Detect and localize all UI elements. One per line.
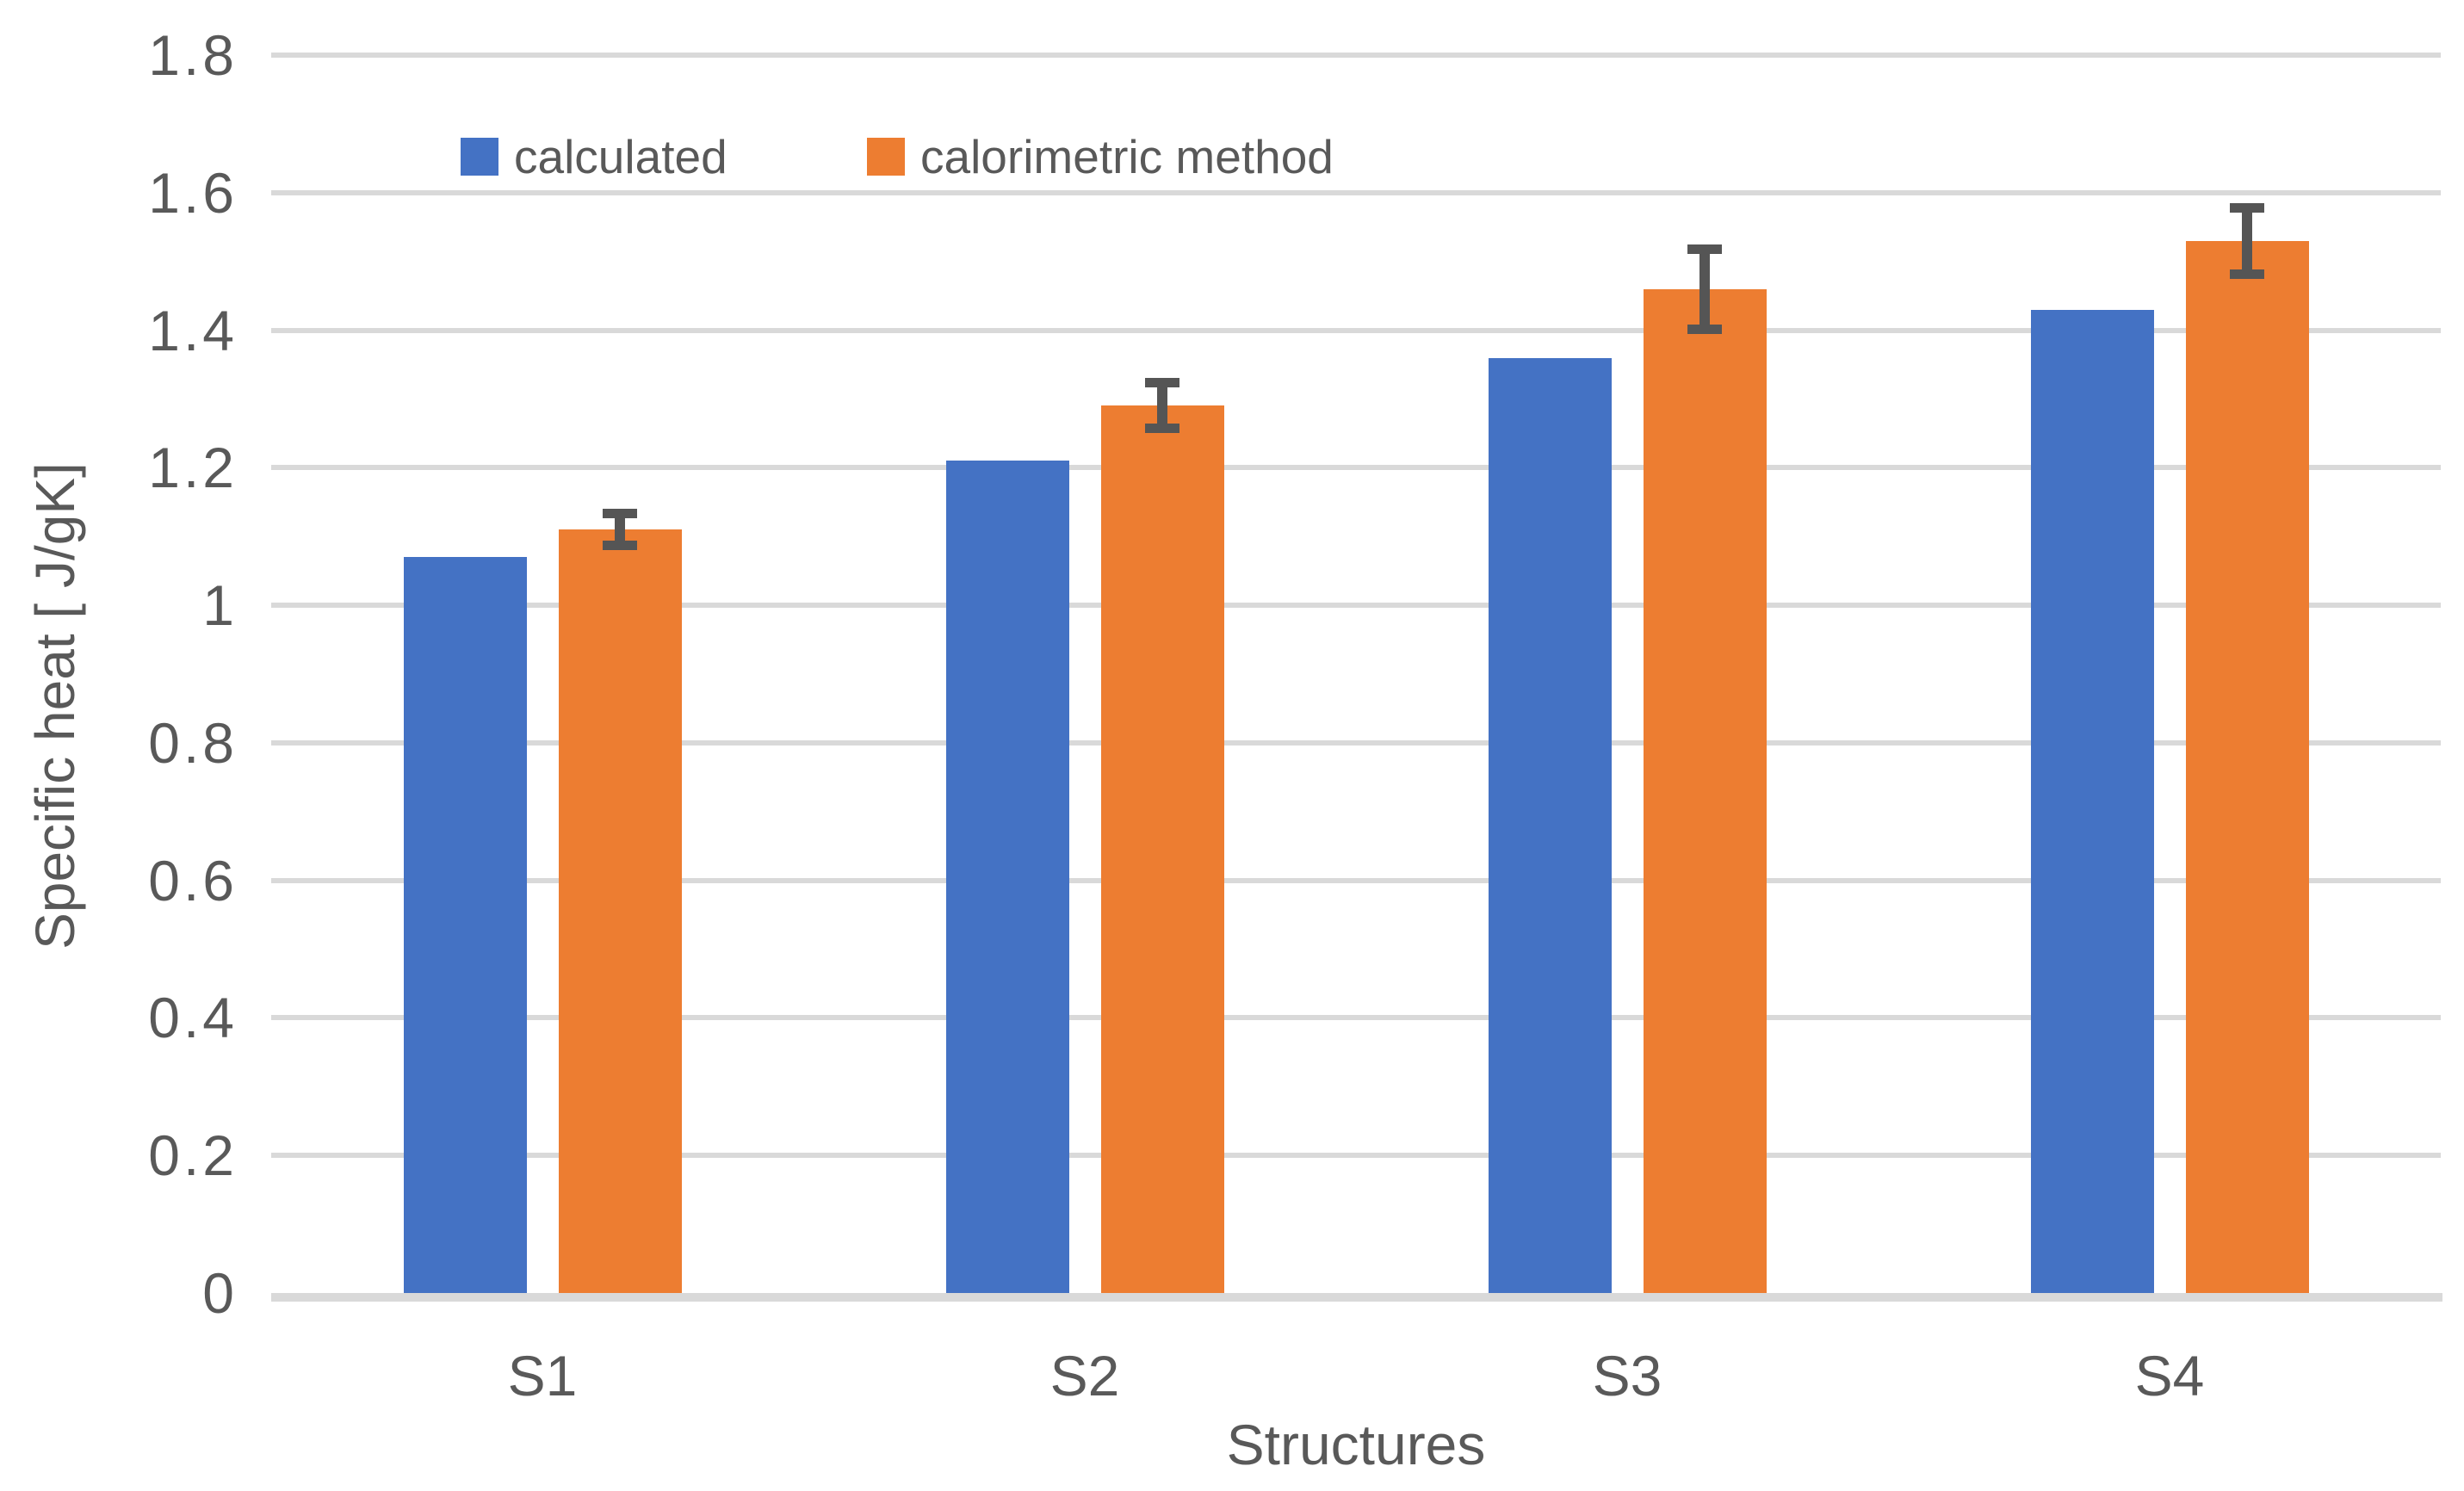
y-tick-label-1.4: 1.4	[148, 298, 238, 362]
error-bar-cap	[1145, 424, 1179, 434]
error-bar-cap	[1687, 324, 1722, 334]
gridline-1.8	[271, 53, 2441, 58]
error-bar-S2	[1145, 378, 1179, 434]
x-axis-title: Structures	[1226, 1413, 1486, 1476]
error-bar-S4	[2230, 202, 2264, 279]
y-tick-label-1.8: 1.8	[148, 23, 238, 87]
bar-calorimetric-method-S3	[1643, 288, 1767, 1293]
x-tick-label-S3: S3	[1592, 1344, 1662, 1407]
legend-item-calculated: calculated	[461, 130, 727, 183]
gridline-1.2	[271, 465, 2441, 471]
bar-calorimetric-method-S4	[2185, 240, 2309, 1293]
plot-area	[271, 53, 2442, 1302]
gridline-0.2	[271, 1153, 2441, 1159]
gridline-0.6	[271, 877, 2441, 883]
error-bar-stem	[1699, 244, 1710, 334]
gridline-1.4	[271, 327, 2441, 333]
gridline-1.6	[271, 189, 2441, 195]
legend-label-calculated: calculated	[514, 130, 727, 183]
gridline-0.8	[271, 739, 2441, 746]
error-bar-stem	[1157, 378, 1167, 434]
x-tick-label-S1: S1	[507, 1344, 578, 1407]
y-tick-label-0.4: 0.4	[148, 986, 238, 1050]
error-bar-cap	[2230, 269, 2264, 279]
gridline-0.4	[271, 1015, 2441, 1021]
legend-label-calorimetric-method: calorimetric method	[920, 130, 1334, 183]
bar-calorimetric-method-S2	[1100, 405, 1224, 1293]
y-tick-label-1.2: 1.2	[148, 436, 238, 500]
y-tick-label-0.6: 0.6	[148, 848, 238, 913]
y-tick-label-1.6: 1.6	[148, 160, 238, 225]
x-tick-label-S4: S4	[2134, 1344, 2205, 1407]
error-bar-stem	[615, 509, 625, 551]
x-tick-label-S2: S2	[1049, 1344, 1120, 1407]
legend-swatch-calculated	[461, 138, 498, 176]
bar-calorimetric-method-S1	[558, 529, 682, 1293]
bar-calculated-S4	[2030, 309, 2154, 1293]
y-tick-label-0.2: 0.2	[148, 1123, 238, 1188]
bar-calculated-S2	[945, 461, 1069, 1293]
gridline-1	[271, 603, 2441, 609]
bar-calculated-S1	[403, 557, 527, 1293]
error-bar-stem	[2242, 202, 2252, 279]
y-tick-label-0.8: 0.8	[148, 710, 238, 775]
y-tick-label-0: 0	[202, 1261, 238, 1325]
legend-item-calorimetric-method: calorimetric method	[867, 130, 1334, 183]
x-axis-line	[271, 1293, 2442, 1302]
bar-calculated-S3	[1488, 357, 1612, 1293]
y-tick-label-1: 1	[202, 573, 238, 638]
error-bar-S1	[603, 509, 637, 551]
error-bar-cap	[603, 541, 637, 551]
legend-swatch-calorimetric-method	[867, 138, 905, 176]
error-bar-S3	[1687, 244, 1722, 334]
